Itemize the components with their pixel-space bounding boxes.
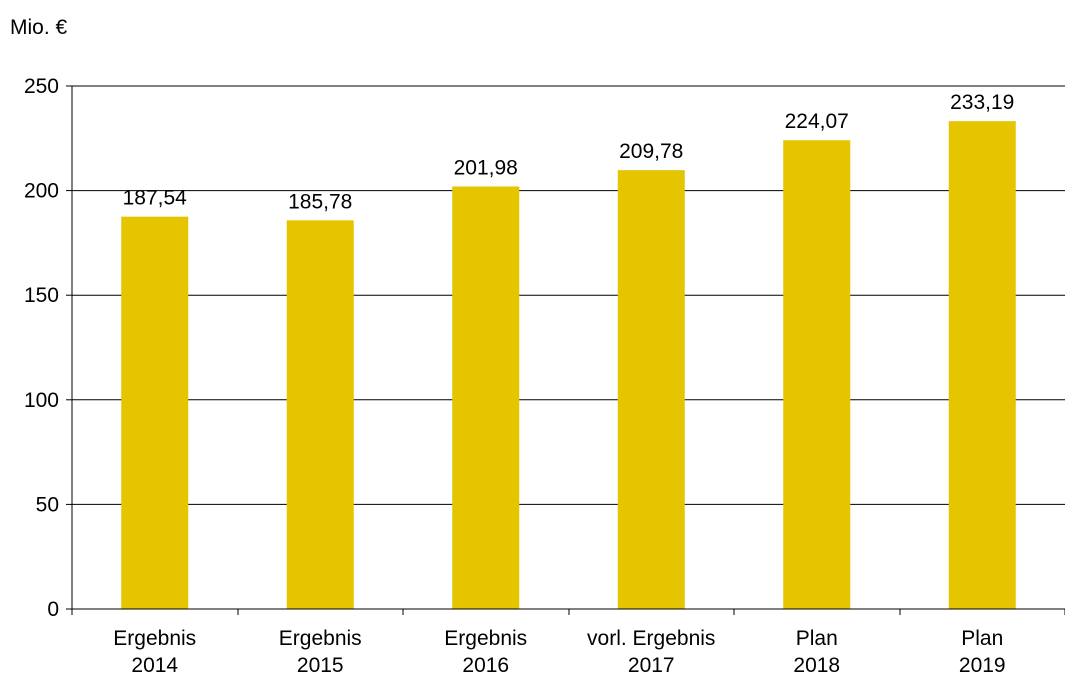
y-tick-label: 150 (24, 284, 59, 307)
x-category-label: vorl. Ergebnis 2017 (587, 627, 715, 675)
x-category-label: Ergebnis 2014 (113, 627, 196, 675)
y-tick-label: 100 (24, 389, 59, 412)
bar (286, 220, 354, 609)
x-category-label-line: vorl. Ergebnis (587, 627, 715, 650)
data-label: 201,98 (454, 156, 518, 179)
x-category-label-line: Ergebnis (444, 627, 527, 650)
bar (948, 121, 1016, 610)
bar (452, 186, 520, 610)
y-axis-ticks: 0 50 100 150 200 250 (24, 75, 72, 621)
x-category-label: Plan 2018 (793, 627, 840, 675)
x-category-label-line: 2014 (131, 654, 178, 675)
y-tick-label: 250 (24, 75, 59, 98)
bar (121, 216, 189, 609)
x-category-label-line: Ergebnis (113, 627, 196, 650)
x-category-label: Ergebnis 2016 (444, 627, 527, 675)
y-tick-label: 200 (24, 180, 59, 203)
x-category-label-line: 2017 (628, 654, 675, 675)
x-category-label: Ergebnis 2015 (279, 627, 362, 675)
data-labels: 187,54 185,78 201,98 209,78 224,07 233,19 (123, 91, 1015, 213)
bar (617, 170, 685, 609)
bar (783, 140, 851, 610)
data-label: 187,54 (123, 187, 188, 210)
x-axis: Ergebnis 2014 Ergebnis 2015 Ergebnis 2016 vorl… (71, 86, 1065, 675)
x-category-label-line: 2019 (959, 654, 1006, 675)
x-category-label-line: Plan (796, 627, 838, 650)
y-tick-label: 50 (36, 493, 59, 516)
x-category-label-line: 2016 (462, 654, 509, 675)
y-tick-label: 0 (47, 598, 59, 621)
x-category-label-line: Plan (961, 627, 1003, 650)
x-category-label-line: 2015 (297, 654, 344, 675)
data-label: 233,19 (950, 91, 1014, 114)
bars (121, 121, 1016, 610)
y-unit-label: Mio. € (10, 16, 68, 39)
x-category-label-line: 2018 (793, 654, 840, 675)
gridlines (72, 85, 1065, 505)
x-category-label-line: Ergebnis (279, 627, 362, 650)
data-label: 185,78 (288, 190, 352, 213)
data-label: 209,78 (619, 140, 683, 163)
data-label: 224,07 (785, 110, 849, 133)
x-category-label: Plan 2019 (959, 627, 1006, 675)
